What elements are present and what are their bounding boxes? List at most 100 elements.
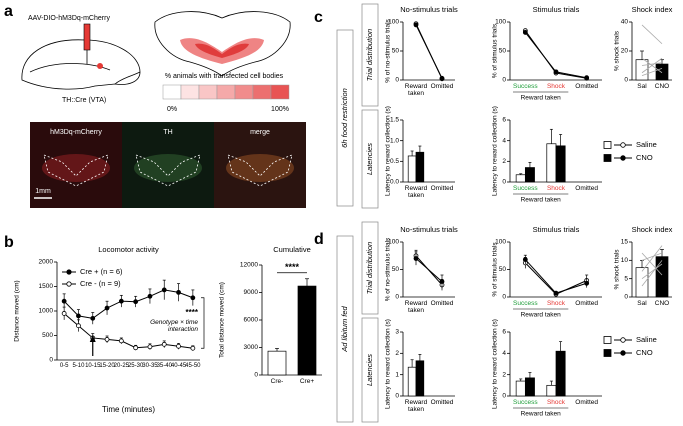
y-axis-label: Latency to reward collection (s) — [492, 319, 499, 409]
panel-label: a — [4, 3, 13, 20]
y-tick-label: 3000 — [244, 344, 259, 351]
x-tick-label: 10-15 — [85, 363, 101, 369]
individual-line — [641, 62, 663, 66]
y-tick-label: 0 — [624, 294, 628, 301]
legend-swatch — [603, 349, 612, 357]
panel-label: c — [314, 9, 323, 26]
y-axis-label: Latency to reward collection (s) — [385, 106, 392, 196]
y-tick-label: 0 — [395, 393, 399, 400]
y-axis-label: Latency to reward collection (s) — [492, 106, 499, 196]
scale-max: 100% — [271, 106, 289, 113]
point — [553, 290, 559, 296]
x-tick-label: Omitted — [575, 185, 599, 192]
y-tick-label: 4 — [502, 350, 506, 357]
series-line — [524, 259, 587, 294]
y-tick-label: 100 — [388, 239, 399, 246]
chart-title: Shock index — [632, 5, 673, 14]
point — [61, 298, 67, 304]
x-tick-label: 45-50 — [185, 363, 201, 369]
y-tick-label: 1.5 — [390, 117, 399, 124]
x-tick-label: 40-45 — [170, 363, 187, 369]
image-label: hM3Dq-mCherry — [50, 129, 102, 136]
y-tick-label: 12000 — [240, 262, 258, 269]
y-tick-label: 100 — [388, 19, 399, 26]
y-tick-label: 1000 — [39, 308, 54, 315]
point — [584, 280, 590, 286]
bar — [515, 380, 526, 397]
point — [176, 289, 181, 295]
point — [161, 341, 167, 347]
group-label: Reward taken — [521, 197, 561, 204]
series-line — [415, 258, 443, 282]
x-tick-label: Reward taken — [404, 83, 428, 98]
y-tick-label: 0 — [395, 294, 399, 301]
individual-line — [641, 245, 663, 272]
scale-min: 0% — [167, 106, 177, 113]
row-label: Trial distribution — [365, 242, 374, 294]
point — [61, 311, 67, 316]
y-tick-label: 50 — [392, 48, 400, 55]
point — [90, 315, 96, 321]
legend-swatch — [603, 141, 612, 149]
individual-line — [641, 263, 663, 279]
legend-label: Cre + (n = 6) — [80, 267, 123, 276]
y-axis-label: Total distance moved (cm) — [219, 282, 226, 358]
x-tick-label: Omitted — [575, 300, 599, 307]
individual-line — [641, 260, 663, 287]
condition-label: Ad libitum fed — [340, 305, 349, 352]
point — [553, 69, 559, 75]
x-tick-label: Success — [513, 185, 538, 192]
x-tick-label: Cre- — [270, 378, 284, 385]
point — [133, 299, 139, 305]
legend-marker — [620, 337, 626, 343]
individual-line — [641, 68, 663, 77]
bar — [415, 151, 425, 183]
x-tick-label: CNO — [654, 83, 670, 90]
y-tick-label: 4 — [502, 137, 506, 144]
point — [147, 344, 153, 350]
legend-marker — [620, 155, 626, 161]
series-line — [415, 24, 443, 79]
x-tick-label: Omitted — [575, 399, 599, 406]
significance: **** — [285, 262, 300, 272]
y-tick-label: 50 — [499, 48, 507, 55]
bar — [555, 145, 566, 183]
bar — [655, 256, 669, 298]
group-label: Reward taken — [521, 312, 561, 319]
y-tick-label: 100 — [495, 19, 506, 26]
individual-line — [641, 252, 663, 261]
legend-label: Cre - (n = 9) — [80, 279, 121, 288]
y-axis-label: Distance moved (cm) — [14, 280, 21, 341]
point — [190, 295, 196, 301]
y-tick-label: 1 — [395, 371, 399, 378]
bar — [635, 267, 649, 298]
legend-marker — [66, 281, 72, 287]
x-tick-label: 20-25 — [113, 363, 130, 369]
point — [176, 343, 181, 349]
y-axis-label: % of stimulus trials — [492, 23, 499, 78]
individual-line — [641, 252, 663, 276]
micrographs — [30, 122, 306, 208]
y-tick-label: 6 — [502, 329, 506, 336]
point — [439, 75, 445, 81]
bar — [515, 174, 526, 183]
individual-line — [641, 24, 663, 45]
point — [161, 287, 167, 293]
y-axis-label: % of no-stimulus trials — [385, 18, 392, 82]
y-tick-label: 0 — [502, 179, 506, 186]
y-tick-label: 0 — [502, 294, 506, 301]
heatmap-scale — [162, 84, 290, 100]
chart-title: Shock index — [632, 225, 673, 234]
point — [522, 30, 528, 35]
point — [104, 305, 110, 311]
arrow-head — [89, 335, 96, 342]
x-tick-label: Sal — [637, 300, 647, 307]
image-label: TH — [163, 129, 172, 136]
x-tick-label: 35-40 — [156, 363, 172, 369]
row-label: Trial distribution — [365, 29, 374, 81]
series-line — [63, 313, 193, 349]
y-tick-label: 50 — [499, 266, 507, 273]
point — [118, 338, 124, 344]
group-label: Reward taken — [521, 411, 561, 418]
x-tick-label: 30-35 — [142, 363, 158, 369]
